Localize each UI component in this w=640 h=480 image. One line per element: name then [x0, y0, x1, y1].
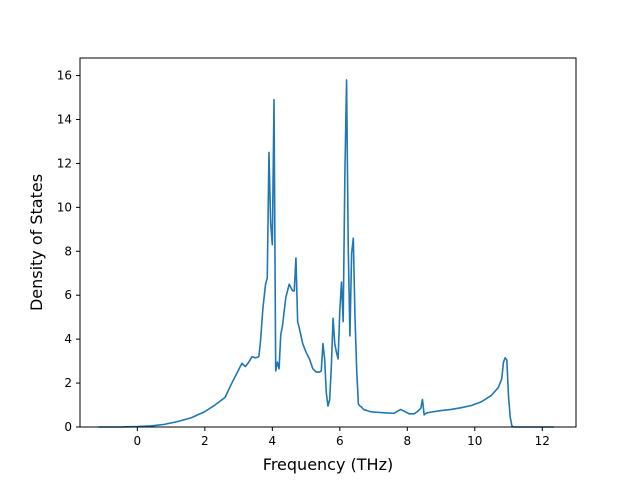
x-axis: 0 2 4 6 8 10 12 — [134, 427, 550, 448]
x-axis-label: Frequency (THz) — [263, 455, 393, 474]
series-line-dos — [98, 79, 555, 428]
x-tick-label: 6 — [336, 434, 344, 448]
y-tick-label: 0 — [64, 420, 72, 434]
x-tick-label: 0 — [134, 434, 142, 448]
y-tick-label: 4 — [64, 332, 72, 346]
y-tick-label: 16 — [57, 69, 72, 83]
axes-frame — [79, 57, 577, 428]
y-axis-label: Density of States — [27, 174, 46, 311]
x-tick-label: 8 — [403, 434, 411, 448]
y-tick-label: 12 — [57, 156, 72, 170]
y-tick-label: 8 — [64, 244, 72, 258]
x-tick-label: 12 — [535, 434, 550, 448]
y-axis: 0 2 4 6 8 10 12 14 16 — [57, 69, 80, 434]
x-tick-label: 2 — [201, 434, 209, 448]
x-tick-label: 10 — [467, 434, 482, 448]
plot-area — [98, 79, 555, 428]
y-tick-label: 2 — [64, 376, 72, 390]
x-tick-label: 4 — [269, 434, 277, 448]
y-tick-label: 10 — [57, 200, 72, 214]
y-tick-label: 6 — [64, 288, 72, 302]
y-tick-label: 14 — [57, 113, 72, 127]
